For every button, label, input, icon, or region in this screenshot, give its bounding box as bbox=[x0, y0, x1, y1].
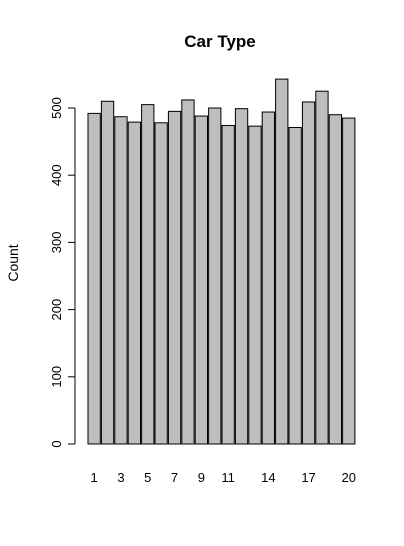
bar-11 bbox=[221, 124, 235, 445]
bar-1 bbox=[87, 112, 101, 445]
bar-4 bbox=[127, 121, 141, 445]
bar-14 bbox=[261, 111, 276, 445]
y-tick-label: 400 bbox=[49, 164, 64, 186]
bar-18 bbox=[315, 90, 329, 445]
x-tick-label: 3 bbox=[117, 470, 124, 485]
bar-20 bbox=[342, 117, 356, 445]
bar-12 bbox=[234, 108, 249, 445]
bar-10 bbox=[208, 107, 222, 445]
bar-17 bbox=[301, 101, 316, 445]
y-tick-label: 0 bbox=[49, 440, 64, 447]
x-tick-label: 11 bbox=[221, 470, 235, 485]
bars-group bbox=[87, 78, 356, 445]
x-tick-label: 9 bbox=[198, 470, 205, 485]
y-tick-label: 500 bbox=[49, 97, 64, 119]
y-axis-label: Count bbox=[5, 244, 21, 281]
y-tick-label: 200 bbox=[49, 299, 64, 321]
x-tick-label: 20 bbox=[342, 470, 356, 485]
bar-16 bbox=[288, 126, 302, 445]
bar-3 bbox=[114, 116, 128, 445]
y-tick-label: 100 bbox=[49, 366, 64, 388]
bar-19 bbox=[328, 114, 343, 445]
y-axis: 0 100 200 300 400 500 bbox=[49, 97, 76, 448]
x-tick-labels: 1 3 5 7 9 11 14 17 20 bbox=[91, 470, 356, 485]
bar-13 bbox=[248, 125, 262, 445]
x-tick-label: 7 bbox=[171, 470, 178, 485]
bar-9 bbox=[194, 115, 208, 445]
chart-title: Car Type bbox=[184, 32, 256, 51]
bar-2 bbox=[100, 100, 115, 445]
bar-6 bbox=[154, 122, 168, 445]
bar-15 bbox=[275, 78, 289, 445]
y-tick-label: 300 bbox=[49, 232, 64, 254]
bar-7 bbox=[167, 110, 182, 445]
bar-8 bbox=[181, 99, 195, 445]
bar-5 bbox=[141, 104, 155, 445]
x-tick-label: 1 bbox=[91, 470, 98, 485]
x-tick-label: 17 bbox=[301, 470, 315, 485]
x-tick-label: 5 bbox=[144, 470, 151, 485]
x-tick-label: 14 bbox=[261, 470, 275, 485]
